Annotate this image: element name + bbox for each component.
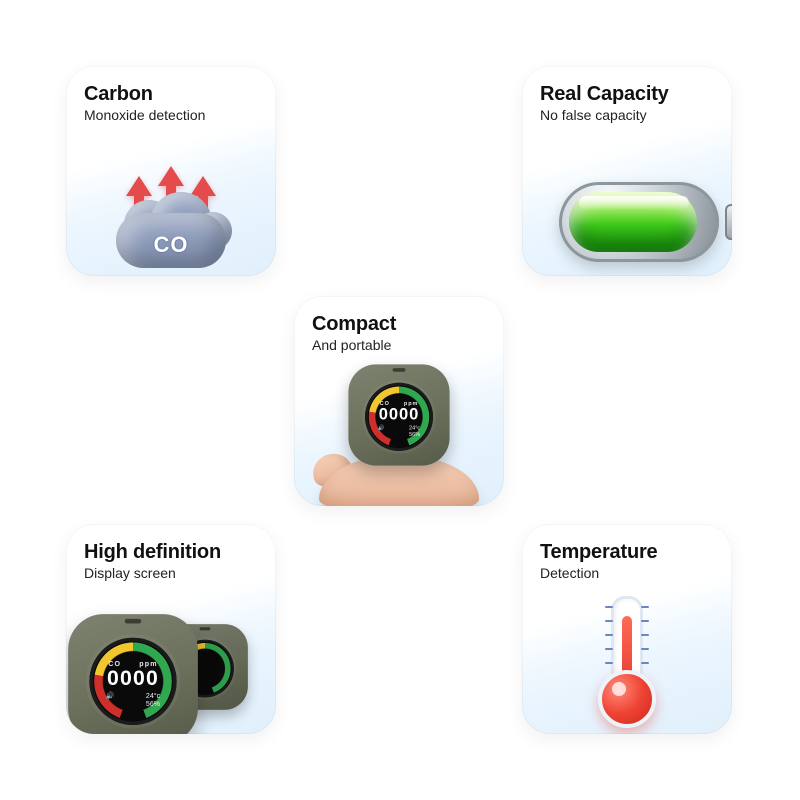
thermometer-icon [522,594,732,734]
co-label: CO [154,232,189,258]
gauge-label-left: CO [108,662,121,669]
card-title: Compact [312,314,486,335]
gauge-label-right: ppm [139,662,157,669]
gauge-value: 0000 [365,405,433,424]
gauge-sub-left: 🔊 [378,426,385,439]
card-subtitle: Display screen [84,565,258,581]
device-on-hand-icon: CO ppm 0000 🔊 24°c 56% [294,366,504,506]
feature-grid: Carbon Monoxide detection CO Real Capaci… [0,0,800,800]
card-title: High definition [84,542,258,563]
feature-card-carbon: Carbon Monoxide detection CO [66,66,276,276]
card-title: Temperature [540,542,714,563]
card-subtitle: And portable [312,337,486,353]
gauge-sub-left: 🔊 [106,693,115,710]
card-title: Carbon [84,84,258,105]
gauge-sub-temp: 24°c [409,426,420,432]
gauge-sub-temp: 24°c [146,693,160,700]
gauge-label-right: ppm [404,401,418,407]
card-subtitle: Monoxide detection [84,107,258,123]
co-cloud-icon: CO [66,136,276,276]
device-pair-icon: CO ppm 0000 🔊 24°c 56% [66,594,276,734]
gauge-label-left: CO [380,401,390,407]
battery-icon [522,136,732,276]
gauge-value: 0000 [89,666,176,691]
feature-card-temperature: Temperature Detection [522,524,732,734]
device-icon: CO ppm 0000 🔊 24°c 56% [68,614,198,734]
card-subtitle: Detection [540,565,714,581]
gauge-sub-hum: 56% [146,702,160,709]
device-icon: CO ppm 0000 🔊 24°c 56% [348,364,449,465]
card-title: Real Capacity [540,84,714,105]
feature-card-compact: Compact And portable CO ppm 0000 [294,296,504,506]
card-subtitle: No false capacity [540,107,714,123]
feature-card-capacity: Real Capacity No false capacity [522,66,732,276]
feature-card-hd: High definition Display screen CO ppm [66,524,276,734]
gauge-sub-hum: 56% [409,433,420,439]
